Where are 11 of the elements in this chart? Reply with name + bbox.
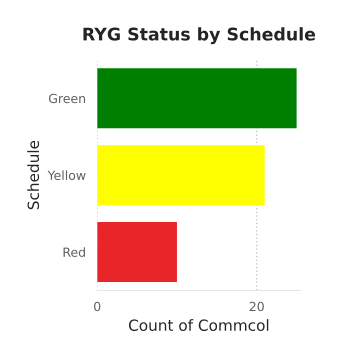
bar (97, 145, 265, 206)
bar (97, 222, 177, 282)
chart-title: RYG Status by Schedule (83, 27, 316, 44)
x-tick-label: 0 (94, 302, 100, 312)
x-tick-label: 20 (250, 302, 264, 312)
x-axis-title: Count of Commcol (128, 319, 268, 331)
bar (97, 68, 297, 128)
y-tick-label: Yellow (48, 170, 86, 180)
y-axis-title: Schedule (27, 140, 40, 210)
y-tick-label: Green (48, 94, 86, 104)
y-tick-label: Red (64, 247, 85, 257)
